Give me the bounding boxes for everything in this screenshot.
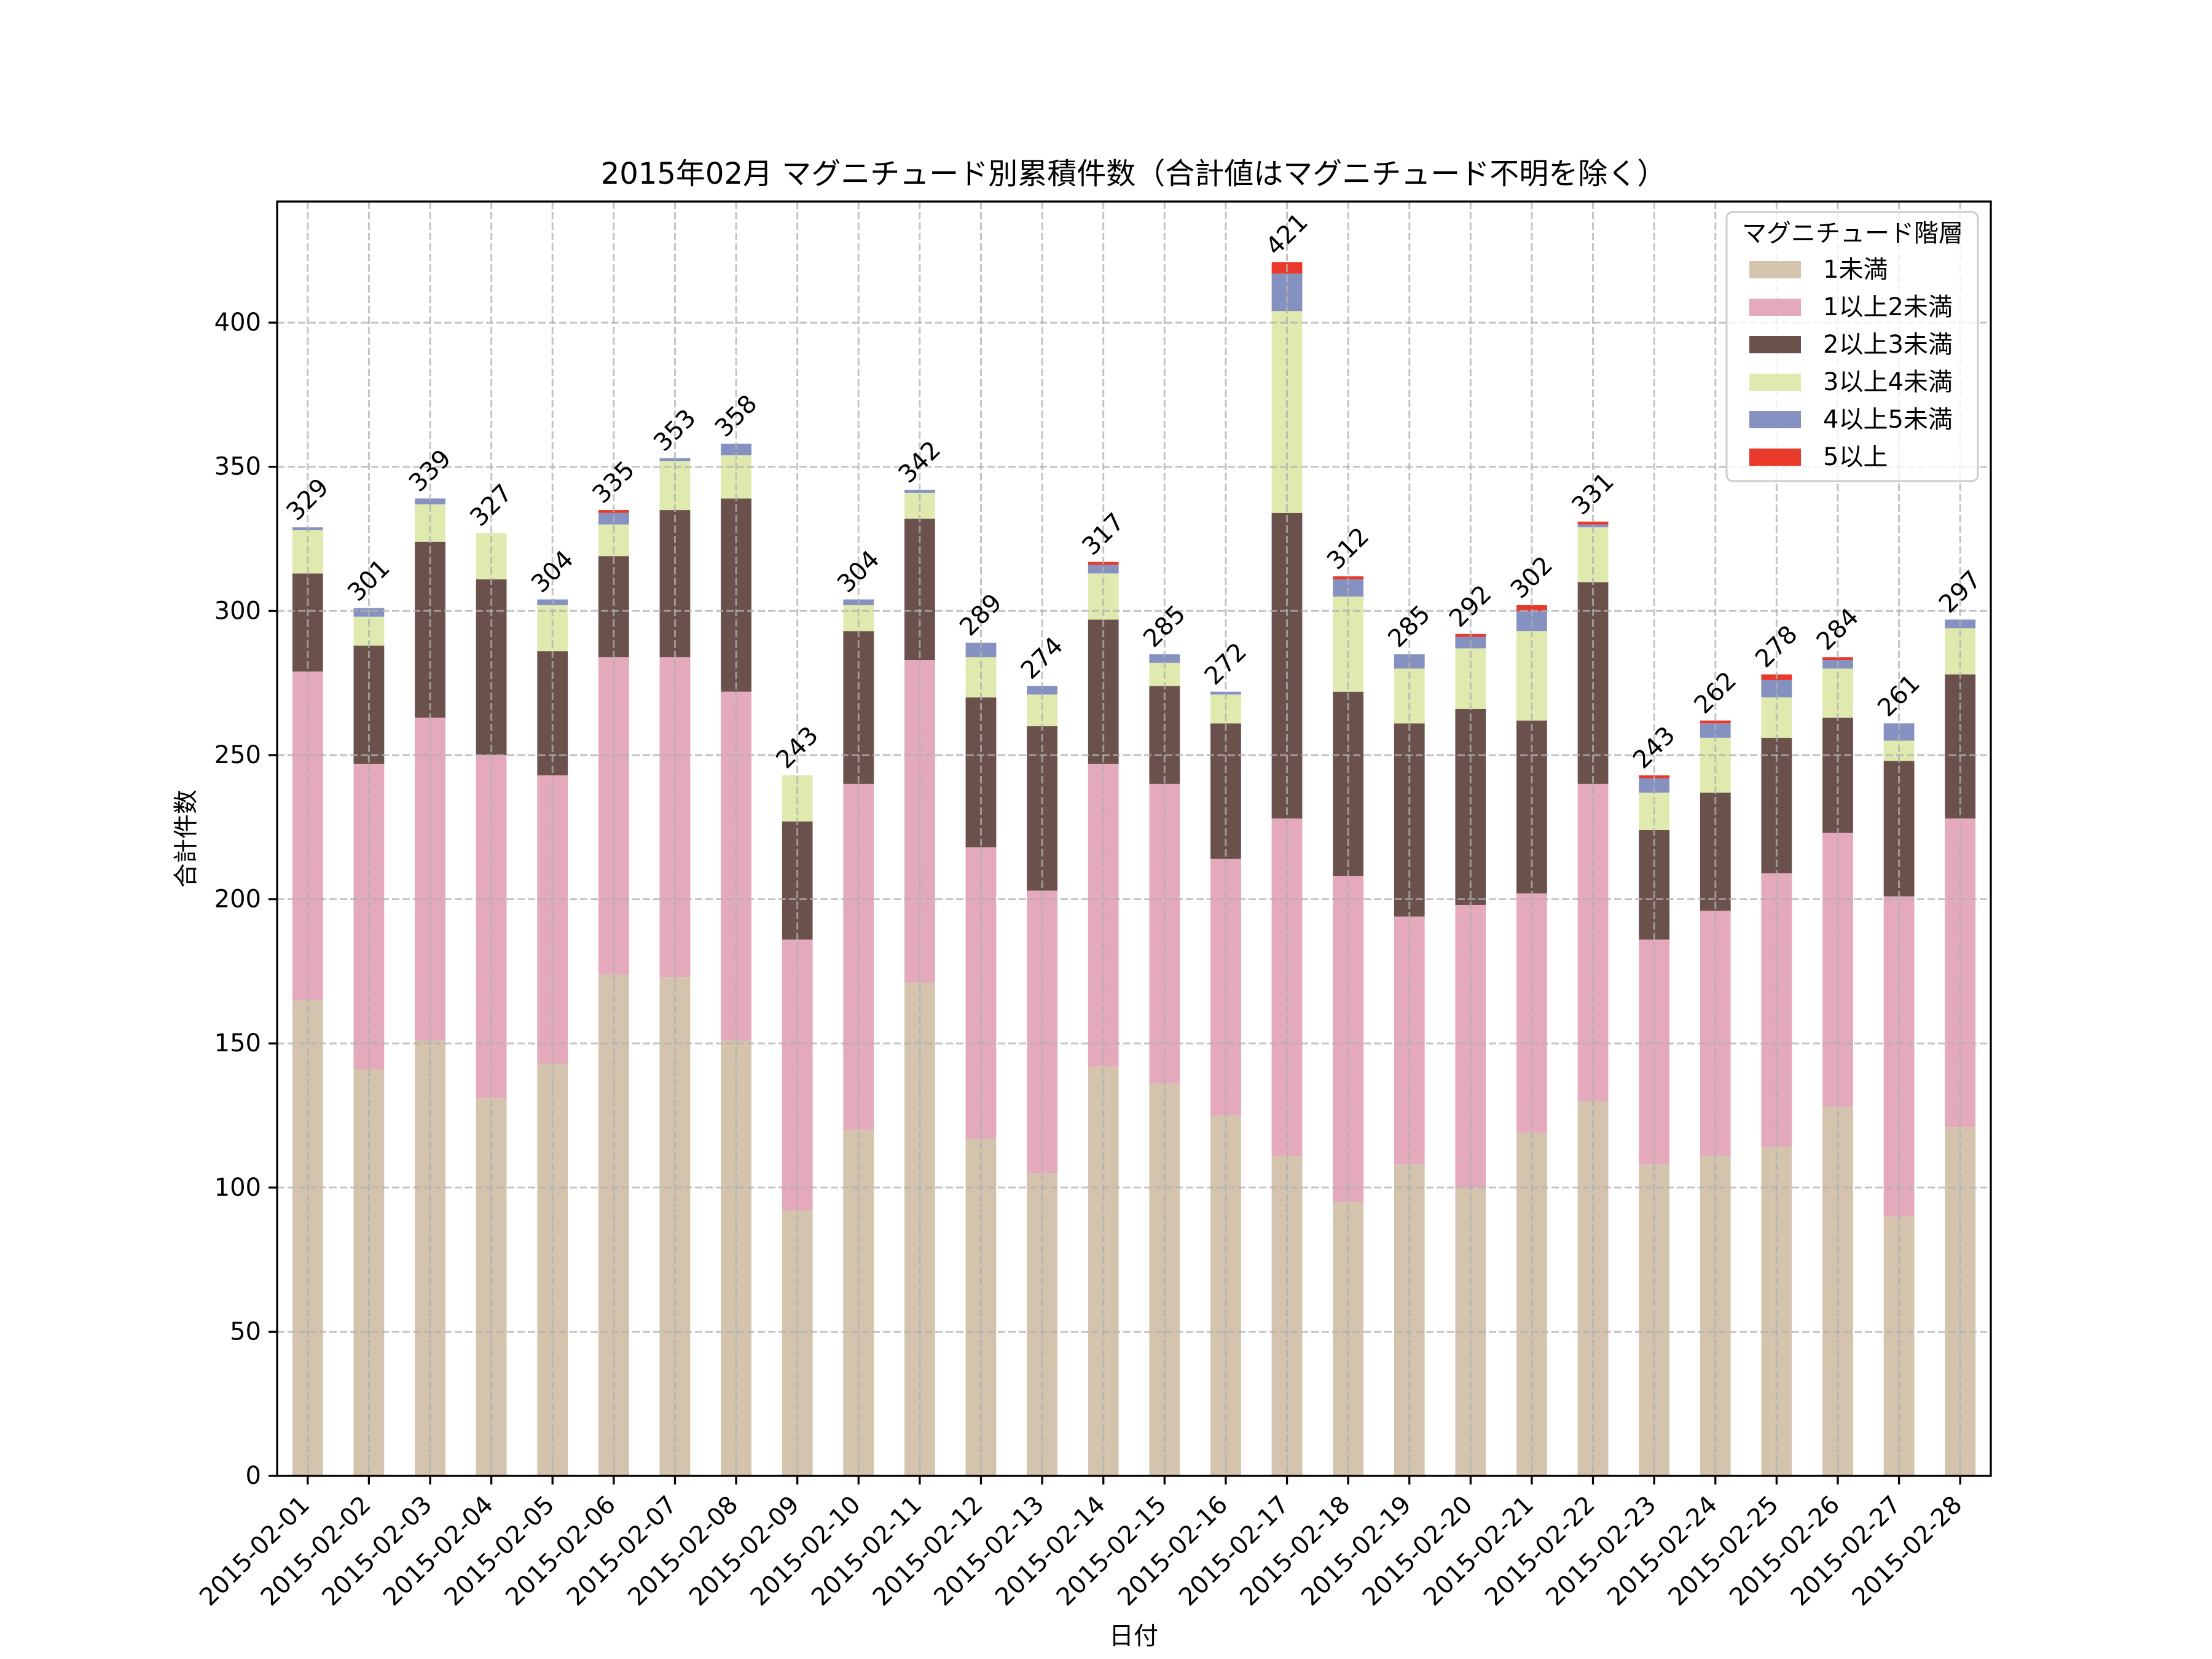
bar-segment: [1639, 778, 1670, 793]
legend-swatch: [1749, 374, 1801, 391]
bar-segment: [1027, 686, 1057, 695]
bar-total-label: 292: [1444, 580, 1497, 633]
bar-total-label: 339: [404, 444, 457, 498]
legend-swatch: [1749, 299, 1801, 316]
legend-label: 2以上3未満: [1823, 331, 1953, 359]
legend-label: 1未満: [1823, 256, 1888, 284]
bar-total-label: 285: [1138, 600, 1191, 653]
grid-layer: [277, 202, 1991, 1477]
bar-total-label: 262: [1689, 666, 1743, 720]
y-tick-label: 350: [214, 453, 261, 481]
legend-swatch: [1749, 336, 1801, 353]
y-tick-label: 50: [230, 1317, 261, 1346]
y-tick-label: 100: [214, 1174, 261, 1202]
bar-total-label: 353: [648, 404, 702, 457]
y-tick-label: 200: [214, 885, 261, 914]
plot-frame: [276, 200, 1992, 1477]
bar-total-label: 304: [832, 545, 885, 598]
bar-segment: [1455, 904, 1486, 1188]
bar-total-label: 272: [1199, 637, 1253, 691]
y-tick-label: 150: [214, 1029, 261, 1057]
legend-items: 1未満 1以上2未満 2以上3未満 3以上4未満 4以上5未満 5以上: [1749, 256, 1953, 471]
bar-segment: [1149, 654, 1180, 663]
bar-segment: [1822, 657, 1853, 661]
bar-total-label: 243: [771, 721, 824, 775]
x-axis: 2015-02-012015-02-022015-02-032015-02-04…: [194, 1476, 1967, 1612]
bar-total-label: 327: [465, 479, 518, 532]
bars-layer: [292, 262, 1976, 1476]
y-tick-label: 0: [246, 1462, 261, 1490]
bar-total-label: 304: [526, 545, 579, 598]
bar-total-label: 342: [893, 436, 947, 489]
bar-total-label: 335: [587, 456, 641, 509]
bar-segment: [1700, 720, 1731, 724]
legend-label: 1以上2未満: [1823, 293, 1953, 321]
bar-total-label: 329: [281, 473, 335, 527]
bar-segment: [1516, 605, 1547, 611]
legend-item: 1以上2未満: [1749, 293, 1953, 321]
legend-swatch: [1749, 261, 1801, 278]
legend-swatch: [1749, 411, 1801, 428]
bar-segment: [965, 642, 997, 657]
legend: マグニチュード階層 1未満 1以上2未満 2以上3未満 3以上4未満 4以上5未満 5以上: [1725, 211, 1979, 482]
bar-total-label: 312: [1322, 522, 1375, 576]
x-axis-label: 日付: [1109, 1622, 1158, 1650]
bar-total-label: 358: [710, 390, 763, 443]
y-tick-label: 400: [214, 308, 261, 337]
legend-title: マグニチュード階層: [1742, 219, 1963, 248]
y-tick-label: 300: [214, 597, 261, 625]
y-axis-label: 合計件数: [172, 790, 200, 888]
bar-segment: [721, 444, 751, 455]
bar-total-label: 289: [954, 589, 1008, 642]
bar-total-label: 285: [1382, 600, 1436, 653]
bar-total-label: 301: [342, 554, 396, 607]
legend-item: 2以上3未満: [1749, 331, 1953, 359]
bar-total-label: 261: [1872, 669, 1926, 723]
bar-total-label: 302: [1505, 551, 1559, 605]
legend-label: 4以上5未満: [1823, 406, 1953, 434]
bar-total-label: 243: [1628, 721, 1681, 775]
legend-item: 3以上4未満: [1749, 368, 1953, 396]
bar-total-label: 274: [1016, 632, 1069, 685]
bar-segment: [1577, 521, 1609, 525]
legend-label: 5以上: [1823, 443, 1888, 471]
bar-segment: [598, 974, 629, 1476]
bar-segment: [292, 671, 323, 1000]
bar-segment: [476, 1098, 507, 1476]
bar-total-label: 278: [1750, 620, 1803, 673]
chart-title: 2015年02月 マグニチュード別累積件数（合計値はマグニチュード不明を除く）: [601, 157, 1667, 191]
bar-total-label: 421: [1260, 208, 1314, 261]
legend-item: 5以上: [1749, 443, 1888, 471]
bar-total-label: 317: [1077, 508, 1130, 561]
legend-item: 1未満: [1749, 256, 1888, 284]
legend-item: 4以上5未満: [1749, 406, 1953, 434]
y-axis: 0 50 100 150 200 250 300 350 400: [214, 308, 277, 1490]
bar-segment: [904, 490, 935, 493]
legend-label: 3以上4未満: [1823, 368, 1953, 396]
bar-total-label: 331: [1566, 468, 1620, 521]
y-tick-label: 250: [214, 741, 261, 769]
legend-swatch: [1749, 449, 1801, 466]
